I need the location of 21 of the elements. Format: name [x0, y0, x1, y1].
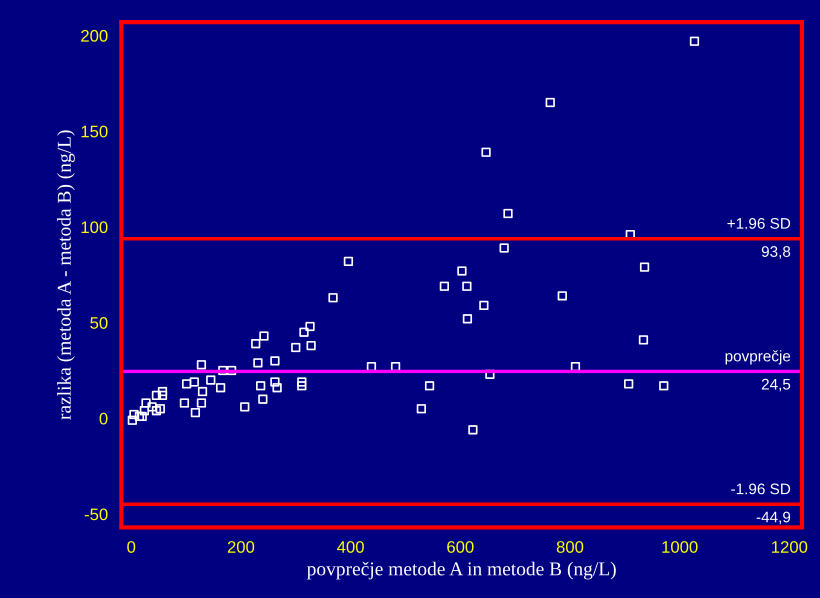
y-tick-label: 50 — [90, 317, 108, 329]
y-axis-title: razlika (metoda A - metoda B) (ng/L) — [57, 130, 75, 420]
y-tick-label: 200 — [81, 30, 108, 42]
annotation: 93,8 — [762, 246, 790, 259]
annotation: -44,9 — [756, 512, 790, 524]
x-tick-label: 1200 — [772, 541, 808, 553]
x-tick-label: 200 — [228, 541, 254, 553]
x-tick-label: 600 — [447, 541, 474, 553]
x-axis-title: povprečje metode A in metode B (ng/L) — [306, 562, 616, 580]
x-tick-label: 800 — [556, 541, 584, 553]
x-tick-label: 1000 — [662, 541, 698, 553]
y-tick-label: 150 — [82, 126, 108, 138]
y-tick-label: 0 — [100, 412, 108, 425]
ref-line-label: -1.96 SD — [731, 483, 790, 494]
y-tick-label: -50 — [84, 508, 108, 520]
y-tick-label: 100 — [82, 221, 108, 234]
annotation: 24,5 — [762, 378, 790, 392]
ref-line-label: +1.96 SD — [727, 218, 790, 229]
x-tick-label: 0 — [127, 541, 136, 553]
x-tick-label: 400 — [337, 541, 364, 553]
ref-line-label: povprečje — [726, 350, 790, 364]
